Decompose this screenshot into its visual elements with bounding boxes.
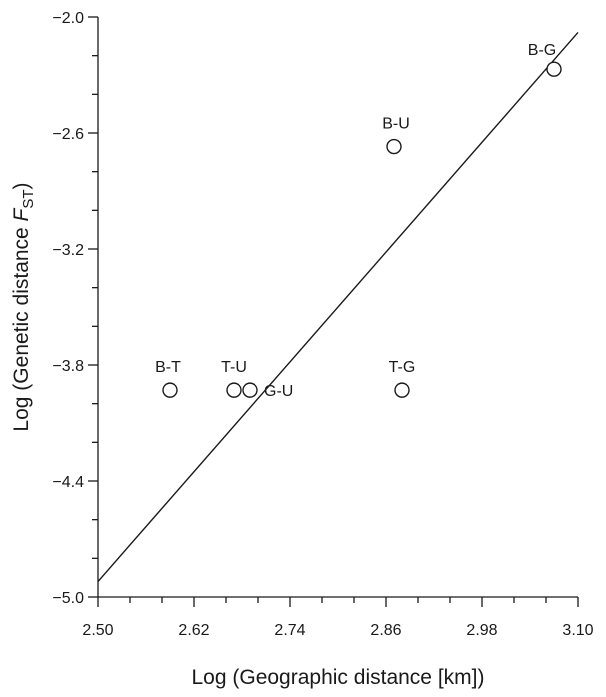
point-label: B-G <box>528 42 556 59</box>
y-tick-label: −3.8 <box>52 358 84 375</box>
x-axis-title: Log (Geographic distance [km]) <box>192 666 485 689</box>
x-tick-label: 2.50 <box>82 622 113 639</box>
trendline-group <box>97 32 579 582</box>
y-tick-label: −5.0 <box>52 590 84 607</box>
y-tick-label: −3.2 <box>52 242 84 259</box>
data-point <box>226 382 242 398</box>
y-tick-label: −2.0 <box>52 10 84 27</box>
y-axis-title-suffix: ) <box>10 182 33 189</box>
data-point <box>386 138 402 155</box>
axis-titles: Log (Geographic distance [km]) Log (Gene… <box>10 182 484 689</box>
x-tick-label: 2.86 <box>370 622 401 639</box>
y-axis-title-prefix: Log (Genetic distance <box>10 221 33 431</box>
y-axis-title-symbol: F <box>10 207 33 221</box>
trendline <box>97 32 579 582</box>
x-tick-label: 2.74 <box>274 622 305 639</box>
y-axis-title-subscript: ST <box>20 189 37 208</box>
point-label: T-U <box>221 359 247 376</box>
point-label: T-G <box>389 359 416 376</box>
data-point <box>162 382 178 398</box>
point-label: B-T <box>155 359 181 376</box>
y-tick-label: −4.4 <box>52 474 84 491</box>
x-tick-label: 3.10 <box>562 622 593 639</box>
y-tick-label: −2.6 <box>52 126 84 143</box>
data-point <box>546 61 562 77</box>
x-tick-label: 2.62 <box>178 622 209 639</box>
axes: 2.50 2.62 2.74 2.86 2.98 3.10 −2.0 −2.6 −3.2 −3.8… <box>52 10 593 639</box>
point-labels: B-G B-U B-T T-U G-U T-G <box>155 42 556 400</box>
point-label: G-U <box>264 383 293 400</box>
data-point <box>242 382 258 398</box>
point-label: B-U <box>382 116 410 133</box>
data-points <box>162 61 562 398</box>
x-tick-label: 2.98 <box>466 622 497 639</box>
data-point <box>394 382 410 398</box>
y-axis-title: Log (Genetic distance FST) <box>10 182 37 431</box>
